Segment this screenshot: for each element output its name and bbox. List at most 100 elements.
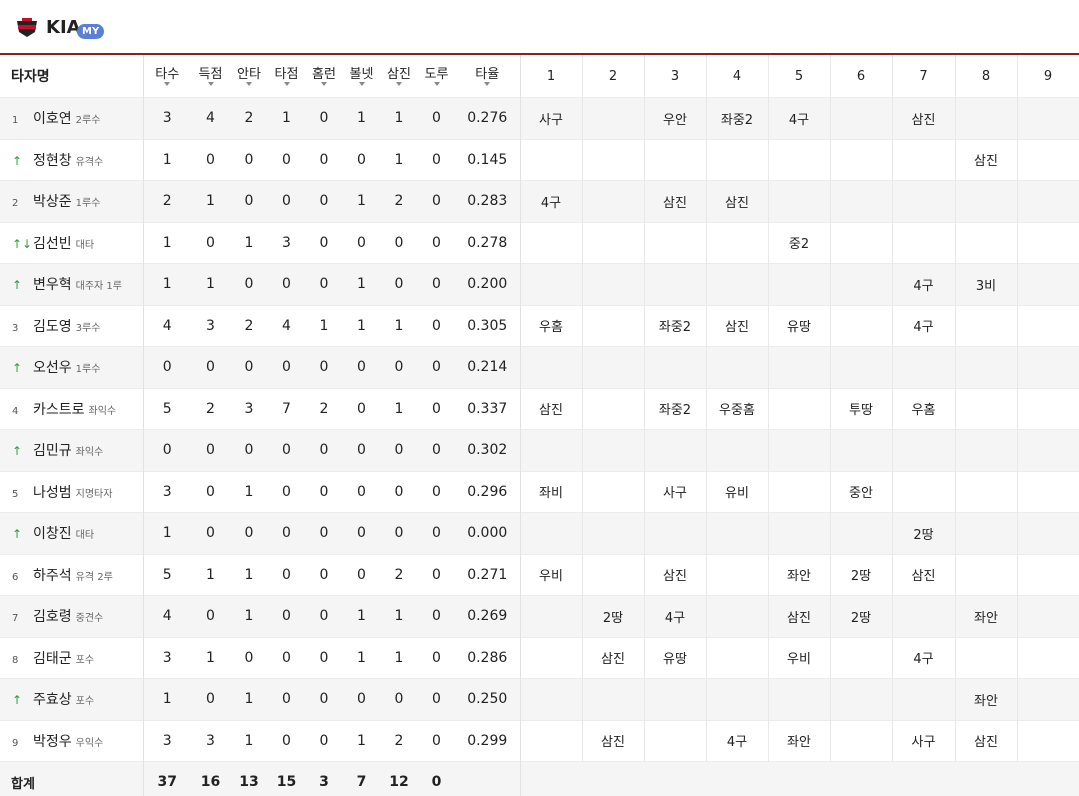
batter-position: 좌익수 <box>75 447 104 459</box>
batting-order: 7 <box>12 613 19 625</box>
stat-cell: 3 <box>282 234 291 251</box>
stat-cell: 0 <box>357 566 366 583</box>
sortable-column-header[interactable]: 안타 <box>230 55 268 98</box>
batter-row: ↑ 변우혁 대주자 1루 1 1 0 0 0 1 0 0 0.200 4구 3비 <box>0 263 1079 305</box>
inning-result <box>520 512 583 554</box>
inning-result: 삼진 <box>644 180 707 222</box>
sortable-column-header[interactable]: 삼진 <box>380 55 418 98</box>
stat-cell: 0.337 <box>455 388 521 430</box>
inning-result: 삼진 <box>892 97 956 139</box>
inning-result <box>582 678 645 720</box>
inning-result <box>955 346 1018 388</box>
my-badge[interactable]: MY <box>77 24 105 39</box>
inning-result <box>644 139 707 181</box>
sortable-column-header[interactable]: 도루 <box>418 55 455 98</box>
batter-name[interactable]: 김민규 <box>33 443 72 460</box>
inning-result <box>768 388 831 430</box>
batter-row: ↑ 김민규 좌익수 0 0 0 0 0 0 0 0 0.302 <box>0 429 1079 471</box>
batter-position: 1루수 <box>75 364 101 376</box>
batter-name[interactable]: 오선우 <box>33 360 72 377</box>
sortable-column-header[interactable]: 타율 <box>455 55 521 98</box>
sortable-column-header[interactable]: 홈런 <box>305 55 343 98</box>
inning-result <box>582 139 645 181</box>
batter-name[interactable]: 박상준 <box>33 194 72 211</box>
stat-cell: 0.278 <box>455 222 521 264</box>
inning-result: 좌안 <box>768 554 831 596</box>
stat-cell: 1 <box>206 566 215 583</box>
team-logo <box>17 18 37 37</box>
stat-cell: 1 <box>380 595 418 637</box>
batter-position: 유격수 <box>75 156 104 168</box>
inning-result <box>706 595 769 637</box>
inning-result: 우홈 <box>892 388 956 430</box>
stat-cell: 0 <box>432 400 441 417</box>
inning-result: 투땅 <box>830 388 893 430</box>
batting-order: ↑ <box>12 153 23 168</box>
stat-cell: 0.200 <box>455 263 521 305</box>
inning-result: 우안 <box>644 97 707 139</box>
batter-name[interactable]: 이호연 <box>33 111 72 128</box>
batter-name[interactable]: 변우혁 <box>33 277 72 294</box>
inning-result <box>582 97 645 139</box>
stat-cell: 0 <box>143 346 191 388</box>
inning-header: 5 <box>768 55 831 98</box>
inning-result <box>1017 388 1079 430</box>
inning-result <box>582 180 645 222</box>
batting-order: 9 <box>12 737 19 749</box>
inning-result <box>582 429 645 471</box>
batter-cell: 1 이호연 2루수 <box>0 97 144 139</box>
stat-cell: 0 <box>418 263 455 305</box>
batter-cell: ↑ 주효상 포수 <box>0 678 144 720</box>
stat-cell: 1 <box>394 649 404 666</box>
inning-result <box>1017 180 1079 222</box>
inning-result: 2땅 <box>892 512 956 554</box>
batter-name[interactable]: 김선빈 <box>33 235 72 252</box>
stat-cell: 3 <box>244 400 254 417</box>
sortable-column-header[interactable]: 타수 <box>143 55 191 98</box>
inning-result <box>644 429 707 471</box>
batter-row: 2 박상준 1루수 2 1 0 0 0 1 2 0 0.283 4구 삼진 삼진 <box>0 180 1079 222</box>
batter-position: 1루수 <box>75 198 101 210</box>
stat-cell: 2 <box>206 400 215 417</box>
batter-cell: 4 카스트로 좌익수 <box>0 388 144 430</box>
stat-cell: 1 <box>357 317 366 334</box>
stat-cell: 3 <box>162 649 172 666</box>
inning-result <box>1017 471 1079 513</box>
stat-cell: 0 <box>319 732 329 749</box>
batter-name[interactable]: 박정우 <box>33 733 72 750</box>
inning-result <box>582 263 645 305</box>
stat-cell: 0 <box>432 566 441 583</box>
total-stat: 37 <box>143 761 191 796</box>
inning-result <box>582 388 645 430</box>
stat-cell: 0 <box>343 678 380 720</box>
stat-cell: 0 <box>418 595 455 637</box>
header-row: 타자명 타수 득점 안타 타점 홈런 볼넷 삼진 도루 타율 1 2 3 4 5 6 7 8 9 <box>0 55 1079 98</box>
batter-name[interactable]: 김태군 <box>33 650 72 667</box>
batter-cell: 7 김호령 중견수 <box>0 595 144 637</box>
sortable-column-header[interactable]: 득점 <box>191 55 230 98</box>
stat-cell: 0 <box>343 512 380 554</box>
batter-name[interactable]: 김도영 <box>33 318 72 335</box>
inning-result <box>520 637 583 679</box>
batter-name[interactable]: 하주석 <box>33 567 72 584</box>
batter-name[interactable]: 김호령 <box>33 609 72 626</box>
batter-name[interactable]: 정현창 <box>33 152 72 169</box>
inning-result <box>706 139 769 181</box>
batter-cell: 6 하주석 유격 2루 <box>0 554 144 596</box>
stat-cell: 0.305 <box>455 305 521 347</box>
batter-name[interactable]: 이창진 <box>33 526 72 543</box>
inning-result <box>644 346 707 388</box>
sortable-column-header[interactable]: 볼넷 <box>343 55 380 98</box>
batter-name[interactable]: 나성범 <box>33 484 72 501</box>
inning-result <box>644 720 707 762</box>
stat-cell: 1 <box>268 97 305 139</box>
inning-result <box>768 180 831 222</box>
sortable-column-header[interactable]: 타점 <box>268 55 305 98</box>
team-name: KIA <box>46 17 81 38</box>
stat-cell: 2 <box>394 566 404 583</box>
stat-cell: 0 <box>305 429 343 471</box>
inning-result <box>706 222 769 264</box>
batter-name[interactable]: 주효상 <box>33 692 72 709</box>
stat-cell: 0.250 <box>455 678 521 720</box>
batter-name[interactable]: 카스트로 <box>33 401 85 418</box>
